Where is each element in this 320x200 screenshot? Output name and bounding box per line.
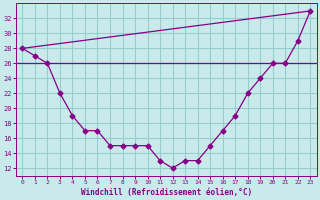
X-axis label: Windchill (Refroidissement éolien,°C): Windchill (Refroidissement éolien,°C): [81, 188, 252, 197]
